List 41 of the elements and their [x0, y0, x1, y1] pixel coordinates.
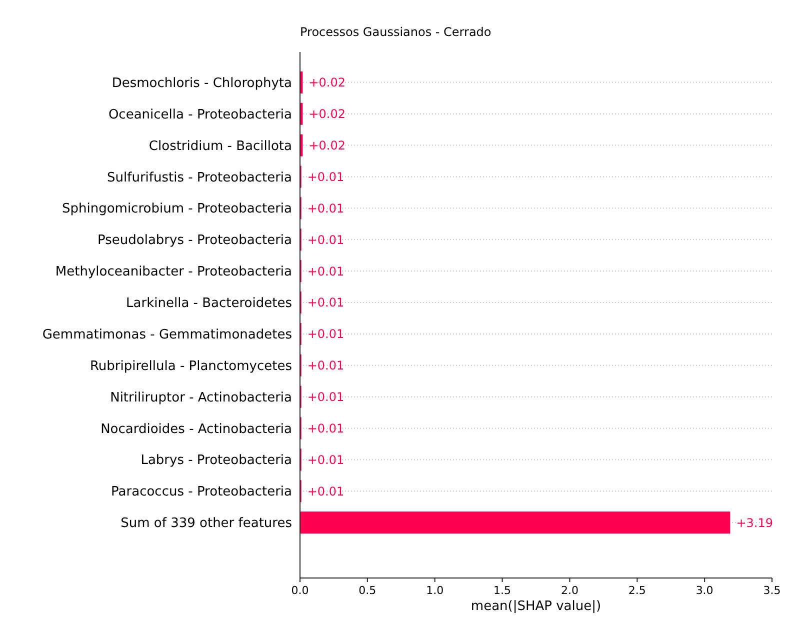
y-tick-label: Larkinella - Bacteroidetes	[126, 296, 292, 312]
data-label: +0.02	[308, 138, 346, 153]
y-tick-label: Desmochloris - Chlorophyta	[112, 76, 292, 91]
data-label: +0.01	[307, 484, 344, 498]
chart-title: Processos Gaussianos - Cerrado	[300, 25, 492, 39]
data-label: +0.01	[307, 421, 344, 436]
data-label: +3.19	[736, 516, 773, 530]
x-tick-label: 2.0	[560, 584, 578, 597]
x-tick-label: 1.5	[494, 584, 512, 597]
x-tick-label: 0.0	[291, 584, 309, 597]
data-label: +0.01	[307, 170, 344, 184]
data-label: +0.01	[307, 201, 344, 216]
x-tick-label: 3.0	[696, 584, 714, 597]
y-tick-label: Sum of 339 other features	[120, 516, 292, 532]
data-label: +0.02	[308, 76, 346, 90]
y-tick-label: Pseudolabrys - Proteobacteria	[98, 233, 292, 248]
data-label: +0.01	[307, 264, 344, 278]
y-tick-label: Sphingomicrobium - Proteobacteria	[62, 202, 292, 217]
data-label: +0.02	[308, 107, 346, 122]
y-tick-label: Clostridium - Bacillota	[148, 138, 292, 154]
data-label: +0.01	[307, 358, 344, 373]
x-tick-label: 1.0	[426, 584, 444, 597]
data-label: +0.01	[307, 390, 344, 404]
y-tick-label: Oceanicella - Proteobacteria	[108, 107, 292, 122]
data-label: +0.01	[307, 327, 344, 342]
x-tick-label: 2.5	[628, 584, 646, 597]
y-tick-label: Methyloceanibacter - Proteobacteria	[55, 264, 292, 280]
y-tick-label: Nitriliruptor - Actinobacteria	[110, 390, 292, 406]
data-label: +0.01	[307, 296, 344, 310]
x-tick-label: 3.5	[763, 584, 781, 597]
y-tick-label: Gemmatimonas - Gemmatimonadetes	[42, 327, 292, 342]
y-tick-label: Labrys - Proteobacteria	[140, 453, 292, 468]
data-label: +0.01	[307, 452, 344, 467]
x-axis-title: mean(|SHAP value|)	[470, 599, 602, 614]
y-tick-label: Nocardioides - Actinobacteria	[100, 422, 292, 437]
bar	[300, 512, 730, 534]
x-tick-label: 0.5	[358, 584, 376, 597]
data-label: +0.01	[307, 232, 344, 247]
y-tick-label: Rubripirellula - Planctomycetes	[90, 358, 292, 374]
y-tick-label: Paracoccus - Proteobacteria	[111, 484, 292, 500]
y-tick-label: Sulfurifustis - Proteobacteria	[107, 170, 292, 186]
